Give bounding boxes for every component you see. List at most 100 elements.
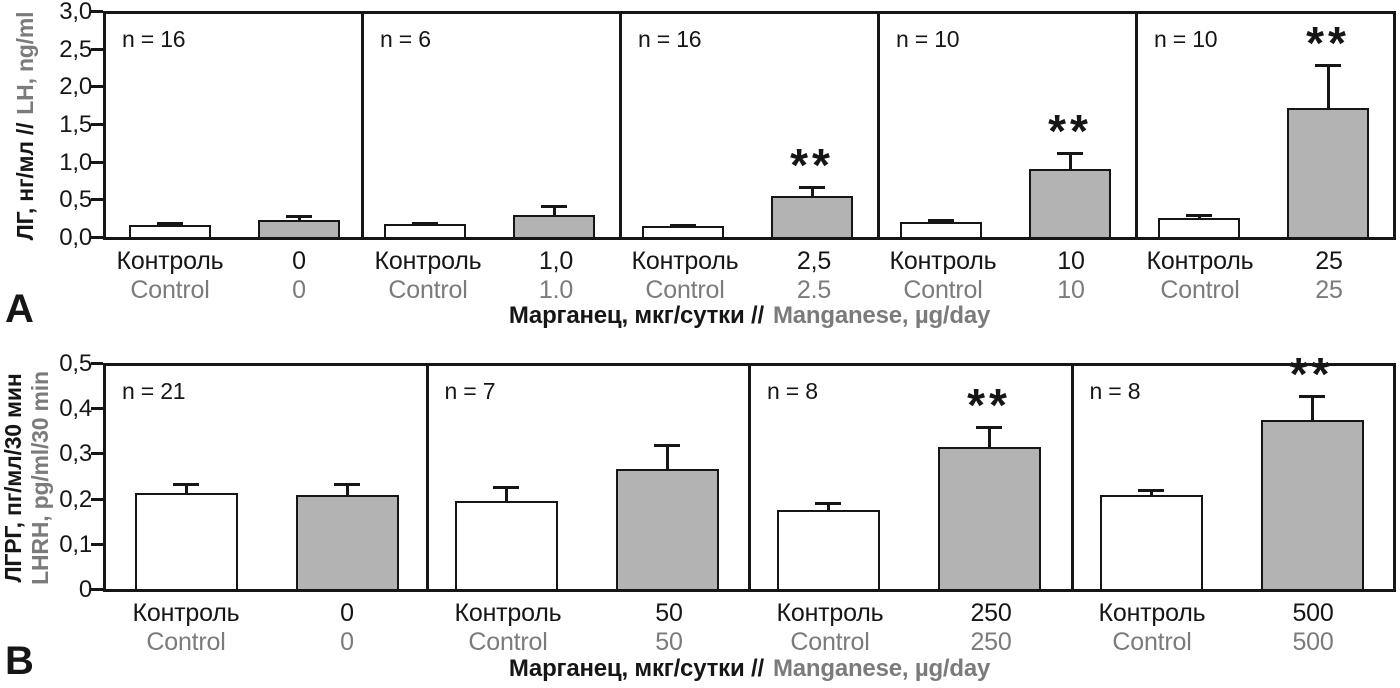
- bar-control: [384, 224, 466, 237]
- bar-treatment: [771, 196, 853, 237]
- category-label-en: 50: [655, 628, 683, 656]
- bar-control: [454, 501, 558, 589]
- bar-treatment: [615, 469, 719, 589]
- x-axis-title-a: Марганец, мкг/сутки // Manganese, µg/day: [103, 302, 1396, 330]
- y-tick-label: 2,0: [59, 73, 92, 101]
- subpanel: n = 16 **: [619, 14, 877, 237]
- y-tick-mark: [91, 452, 103, 456]
- error-bar-cap: [1315, 64, 1341, 67]
- error-bar-cap: [815, 502, 841, 505]
- plot-area-b: n = 21 n = 7 n = 8 ** n = 8 **: [103, 351, 1396, 592]
- y-tick-label: 0,0: [59, 224, 92, 251]
- subpanel: n = 10 **: [877, 14, 1135, 237]
- y-tick-mark: [91, 497, 103, 501]
- error-bar-stem: [1069, 152, 1072, 169]
- y-tick-label: 0,2: [59, 485, 92, 513]
- subpanel: n = 16: [106, 14, 361, 237]
- error-bar-cap: [670, 224, 696, 227]
- category-label-en: Control: [130, 276, 210, 304]
- error-bar-stem: [346, 483, 349, 495]
- x-axis-title-a-en: Manganese, µg/day: [772, 302, 991, 329]
- category-label-ru: 1,0: [538, 247, 574, 275]
- significance-marker: **: [1048, 105, 1092, 157]
- error-bar-cap: [1137, 489, 1164, 492]
- category-label-en: 1.0: [538, 276, 574, 304]
- category-label-ru: 250: [970, 599, 1012, 627]
- error-bar-cap: [157, 222, 183, 225]
- category-label-en: Control: [645, 276, 725, 304]
- category-label-en: 10: [1057, 276, 1085, 304]
- y-tick-label: 2,5: [59, 35, 92, 63]
- y-axis-label-b-ru: ЛГРГ, пг/мл/30 мин: [0, 373, 26, 583]
- category-label-ru: Контроль: [776, 599, 884, 627]
- error-bar-cap: [541, 205, 567, 208]
- bar-control: [129, 225, 211, 237]
- category-label-ru: Контроль: [1098, 599, 1206, 627]
- sample-size-label: n = 8: [767, 378, 818, 404]
- x-axis-title-b: Марганец, мкг/сутки // Manganese, µg/day: [103, 655, 1396, 683]
- x-axis-title-b-en: Manganese, µg/day: [772, 655, 991, 682]
- category-label-ru: 500: [1292, 599, 1334, 627]
- y-tick-mark: [91, 407, 103, 411]
- x-axis-title-a-ru: Марганец, мкг/сутки //: [508, 302, 764, 329]
- error-bar-cap: [653, 444, 680, 447]
- bar-control: [135, 493, 238, 589]
- significance-marker: **: [790, 139, 834, 191]
- error-bar-stem: [1310, 395, 1314, 420]
- y-tick-label: 0,5: [59, 350, 92, 377]
- category-label-en: 250: [970, 628, 1012, 656]
- category-label-ru: Контроль: [132, 599, 240, 627]
- y-axis-label-a-ru: ЛГ, нг/мл //: [12, 122, 38, 241]
- error-bar-cap: [1186, 214, 1212, 217]
- subpanel: n = 21: [106, 366, 426, 589]
- y-tick-label: 0: [78, 576, 92, 603]
- y-tick-mark: [91, 588, 103, 591]
- sample-size-label: n = 21: [122, 378, 186, 404]
- category-label-ru: Контроль: [374, 247, 482, 275]
- category-label-en: Control: [388, 276, 468, 304]
- y-tick-label: 0,5: [59, 186, 92, 214]
- sample-size-label: n = 10: [896, 26, 960, 52]
- sample-size-label: n = 8: [1089, 378, 1141, 404]
- category-label-en: Control: [903, 276, 983, 304]
- plot-area-a: n = 16 n = 6 n = 16 ** n = 10 ** n = 10 **: [103, 11, 1396, 240]
- y-tick-mark: [91, 47, 103, 51]
- error-bar-stem: [827, 502, 830, 510]
- category-label-en: Control: [790, 628, 870, 656]
- y-tick-mark: [91, 10, 103, 13]
- category-label-ru: Контроль: [116, 247, 224, 275]
- category-label-ru: 25: [1315, 247, 1343, 275]
- category-label-en: Control: [146, 628, 226, 656]
- y-tick-mark: [91, 362, 103, 365]
- bar-treatment: [258, 220, 340, 237]
- bar-treatment: [296, 495, 399, 589]
- significance-marker: **: [1289, 348, 1334, 400]
- y-tick-label: 0,3: [59, 440, 92, 468]
- x-axis-title-b-ru: Марганец, мкг/сутки //: [508, 655, 764, 682]
- y-tick-label: 0,4: [59, 395, 92, 423]
- panel-letter-b: B: [5, 639, 34, 683]
- category-label-en: 0: [292, 276, 306, 304]
- category-label-ru: 0: [292, 247, 306, 275]
- bar-control: [900, 222, 982, 237]
- bar-control: [1158, 218, 1240, 237]
- bar-treatment: [513, 215, 595, 237]
- y-tick-label: 3,0: [59, 0, 92, 25]
- y-tick-mark: [91, 123, 103, 126]
- sample-size-label: n = 10: [1154, 26, 1218, 52]
- category-label-en: 25: [1315, 276, 1343, 304]
- error-bar-stem: [811, 186, 814, 196]
- error-bar-cap: [334, 483, 360, 486]
- error-bar-cap: [1298, 395, 1325, 398]
- error-bar-stem: [1149, 489, 1153, 495]
- category-label-ru: Контроль: [631, 247, 739, 275]
- error-bar-cap: [492, 486, 519, 489]
- y-tick-label: 1,5: [59, 111, 92, 138]
- bar-control: [777, 510, 880, 589]
- subpanel: n = 7: [425, 366, 749, 589]
- bar-treatment: [1287, 108, 1369, 237]
- category-label-ru: Контроль: [889, 247, 997, 275]
- category-label-ru: 10: [1057, 247, 1085, 275]
